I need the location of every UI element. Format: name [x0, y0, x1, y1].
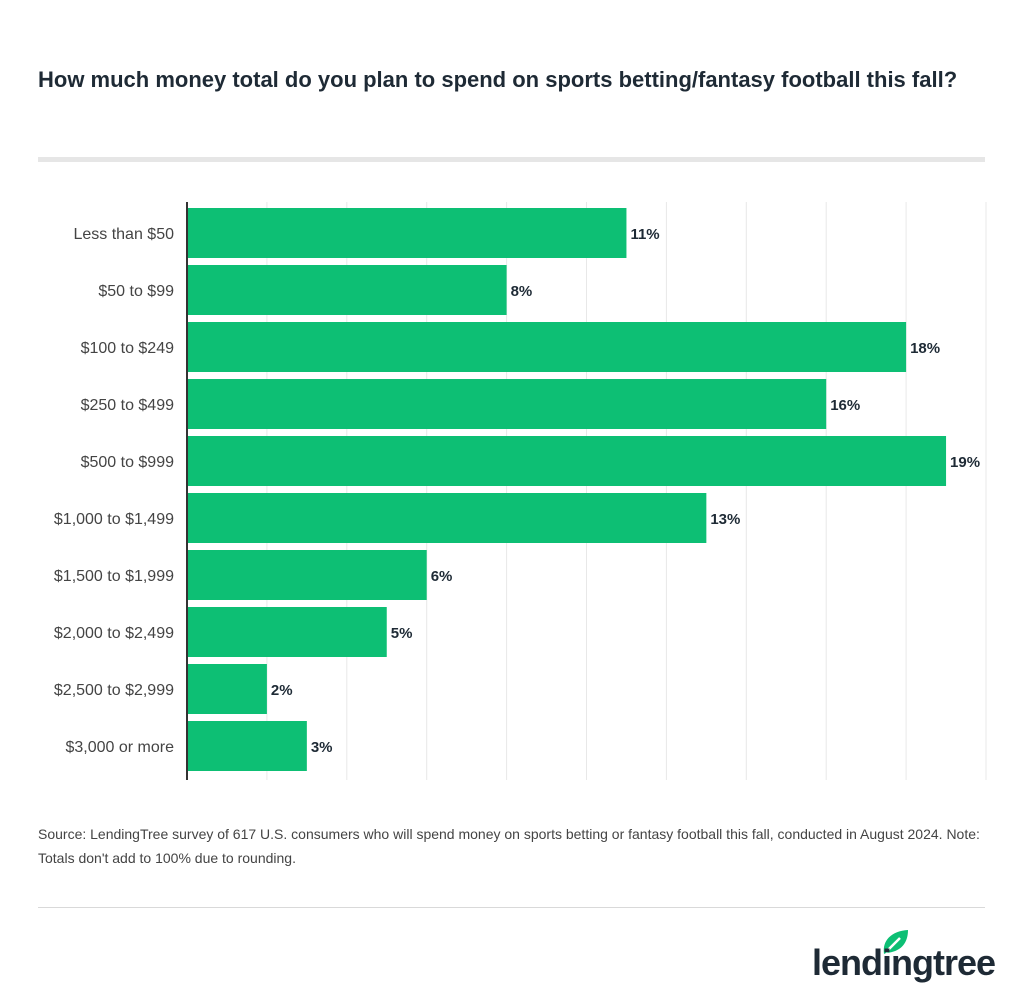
- lendingtree-logo: lendingtree: [812, 928, 996, 988]
- source-note: Source: LendingTree survey of 617 U.S. c…: [38, 826, 980, 866]
- data-label: 11%: [630, 226, 659, 243]
- data-label: 16%: [830, 397, 860, 414]
- bar-chart: Less than $50 11% $50 to $99 8% $100 to $249…: [54, 202, 987, 780]
- footer-divider: [38, 907, 985, 908]
- leaf-icon: [883, 930, 908, 954]
- bar: [187, 607, 387, 657]
- category-label: $2,000 to $2,499: [54, 625, 174, 642]
- bar: [187, 208, 627, 258]
- category-label: $3,000 or more: [65, 739, 174, 756]
- category-label: $1,500 to $1,999: [54, 568, 174, 585]
- title-divider: [38, 157, 985, 162]
- data-label: 18%: [910, 340, 940, 357]
- data-label: 3%: [311, 739, 333, 756]
- bar: [187, 550, 427, 600]
- data-label: 8%: [511, 283, 533, 300]
- category-label: $2,500 to $2,999: [54, 682, 174, 699]
- chart-title: How much money total do you plan to spen…: [38, 67, 958, 92]
- data-label: 6%: [431, 568, 453, 585]
- data-label: 2%: [271, 682, 293, 699]
- bar: [187, 322, 907, 372]
- category-label: $250 to $499: [81, 397, 175, 414]
- category-label: $500 to $999: [81, 454, 175, 471]
- logo-wordmark: lendingtree: [812, 942, 996, 983]
- bar: [187, 379, 827, 429]
- bar: [187, 721, 307, 771]
- category-label: $50 to $99: [98, 283, 174, 300]
- bar: [187, 664, 267, 714]
- bar: [187, 265, 507, 315]
- bar: [187, 493, 707, 543]
- category-label: $100 to $249: [81, 340, 175, 357]
- data-label: 19%: [950, 454, 980, 471]
- data-label: 5%: [391, 625, 413, 642]
- bar: [187, 436, 947, 486]
- category-label: $1,000 to $1,499: [54, 511, 174, 528]
- category-label: Less than $50: [73, 226, 174, 243]
- data-label: 13%: [710, 511, 740, 528]
